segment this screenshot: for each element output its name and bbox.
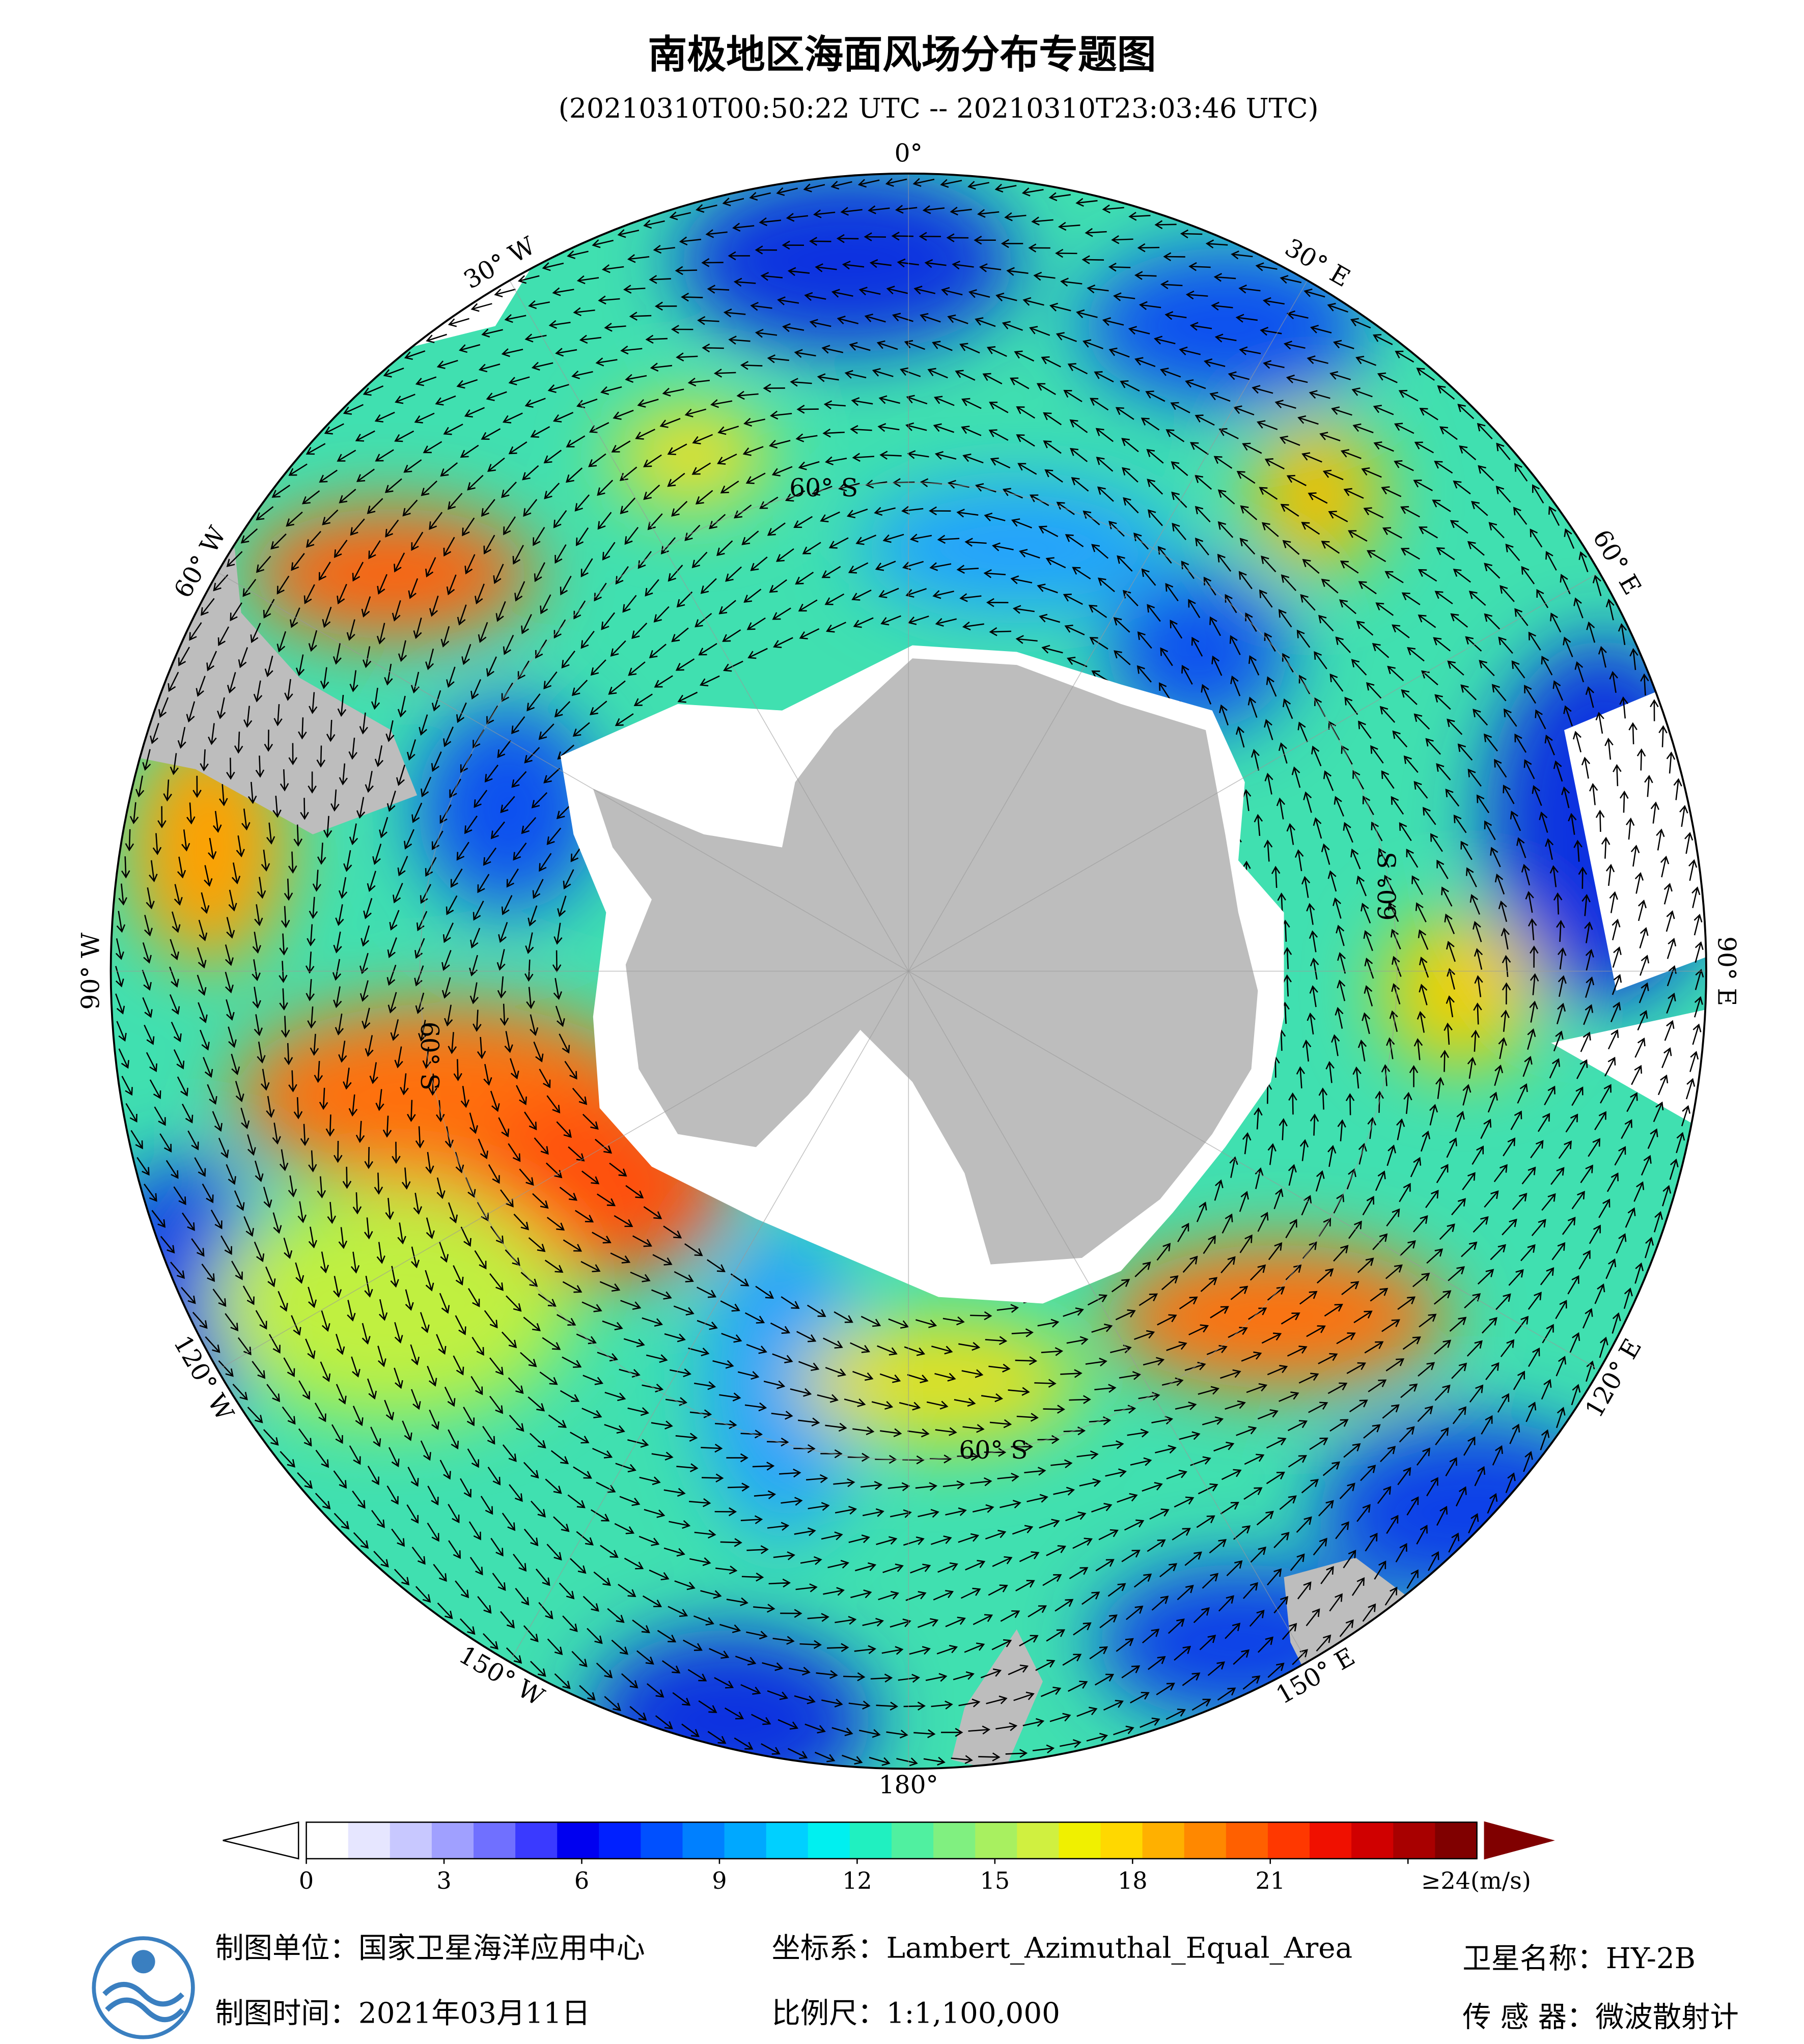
- colorbar-segment: [975, 1822, 1018, 1859]
- colorbar: 0 3 6 9 12 15 18 21 ≥24(m/s): [223, 1821, 1555, 1894]
- colorbar-segment: [474, 1822, 516, 1859]
- colorbar-under: [223, 1821, 299, 1860]
- colorbar-tick-label: 18: [1118, 1867, 1148, 1894]
- colorbar-tick-label: 12: [842, 1867, 872, 1894]
- latitude-label: 60° S: [789, 474, 858, 502]
- colorbar-segment: [515, 1822, 558, 1859]
- colorbar-segment: [808, 1822, 851, 1859]
- latitude-label: 60° S: [1374, 852, 1402, 921]
- colorbar-segment: [1393, 1822, 1436, 1859]
- parallel: [420, 482, 1398, 1460]
- colorbar-segment: [641, 1822, 683, 1859]
- meridian: [908, 280, 1308, 972]
- meridian: [908, 572, 1600, 972]
- colorbar-segment: [1310, 1822, 1352, 1859]
- colorbar-segment: [390, 1822, 433, 1859]
- meridian: [217, 970, 909, 1370]
- colorbar-segment: [1100, 1822, 1143, 1859]
- colorbar-segment: [1435, 1822, 1478, 1859]
- meridian: [217, 572, 909, 972]
- colorbar-segment: [724, 1822, 767, 1859]
- colorbar-segment: [1059, 1822, 1101, 1859]
- longitude-label: 0°: [895, 139, 923, 168]
- colorbar-segment: [1226, 1822, 1269, 1859]
- longitude-label: 90° E: [1712, 936, 1740, 1006]
- footer-satellite: 卫星名称：HY-2B: [1462, 1942, 1696, 1975]
- colorbar-segment: [1267, 1822, 1311, 1859]
- logo: [92, 1936, 195, 2039]
- colorbar-frame: [306, 1822, 1478, 1860]
- footer-crs: 坐标系：Lambert_Azimuthal_Equal_Area: [772, 1932, 1353, 1965]
- colorbar-segment: [1184, 1822, 1227, 1859]
- latitude-label: 60° S: [415, 1022, 443, 1090]
- colorbar-tick-label: 15: [980, 1867, 1010, 1894]
- colorbar-segment: [306, 1822, 349, 1859]
- colorbar-over: [1484, 1821, 1555, 1860]
- footer-unit: 制图单位：国家卫星海洋应用中心: [215, 1932, 645, 1965]
- colorbar-segment: [431, 1822, 475, 1859]
- meridian: [509, 971, 909, 1662]
- colorbar-tick-label: ≥24(m/s): [1421, 1867, 1531, 1894]
- colorbar-tick-label: 21: [1255, 1867, 1285, 1894]
- meridian: [509, 280, 909, 972]
- meridian: [908, 970, 1600, 1370]
- footer-sensor: 传 感 器：微波散射计: [1462, 2001, 1738, 2034]
- colorbar-segment: [348, 1822, 391, 1859]
- longitude-label: 180°: [879, 1771, 938, 1800]
- colorbar-tick-label: 9: [712, 1867, 727, 1894]
- colorbar-segment: [933, 1822, 976, 1859]
- footer-scale: 比例尺：1:1,100,000: [772, 1997, 1061, 2030]
- colorbar-segment: [766, 1822, 809, 1859]
- colorbar-tick-label: 0: [299, 1867, 314, 1894]
- map-subtitle: (20210310T00:50:22 UTC -- 20210310T23:03…: [559, 92, 1319, 124]
- colorbar-segment: [892, 1822, 934, 1859]
- map-title: 南极地区海面风场分布专题图: [648, 32, 1156, 78]
- colorbar-tick-label: 6: [574, 1867, 589, 1894]
- latitude-label: 60° S: [959, 1436, 1028, 1465]
- colorbar-segment: [557, 1822, 600, 1859]
- meridian: [908, 971, 1308, 1662]
- colorbar-segment: [849, 1822, 893, 1859]
- colorbar-segment: [599, 1822, 642, 1859]
- map-frame: [109, 173, 1707, 1770]
- longitude-label: 90° W: [76, 933, 105, 1010]
- colorbar-tick-label: 3: [436, 1867, 451, 1894]
- footer-time: 制图时间：2021年03月11日: [215, 1997, 590, 2030]
- colorbar-segment: [1142, 1822, 1185, 1859]
- colorbar-segment: [1351, 1822, 1394, 1859]
- colorbar-segment: [682, 1822, 725, 1859]
- colorbar-segment: [1017, 1822, 1060, 1859]
